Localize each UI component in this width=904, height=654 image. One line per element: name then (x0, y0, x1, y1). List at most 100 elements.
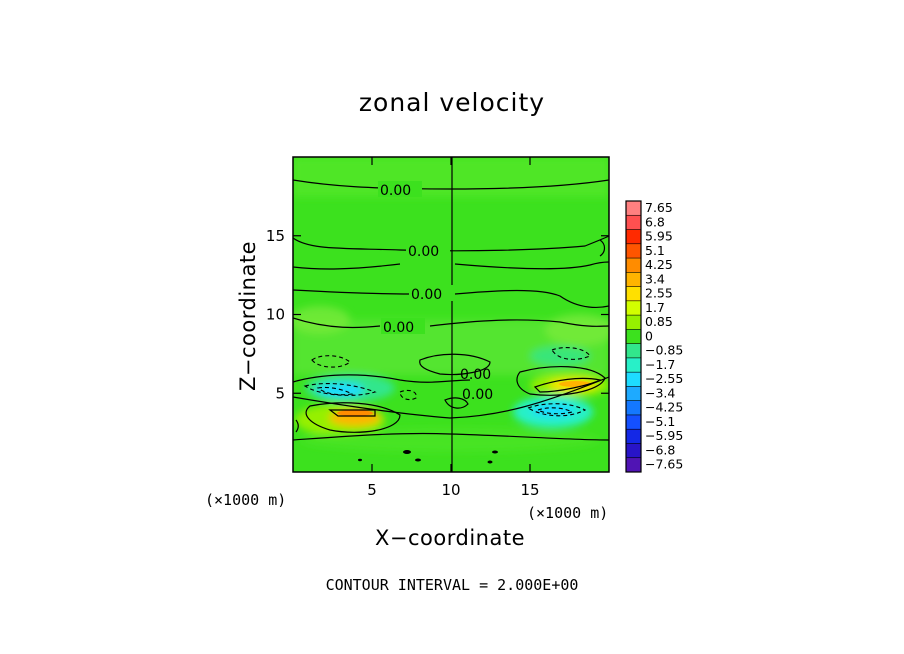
contour-dot (415, 458, 421, 462)
colorbar-swatch (626, 400, 641, 416)
contour-dot (492, 450, 498, 454)
colorbar-swatch (626, 343, 641, 359)
contour-label-layer: 0.00 0.00 0.00 0.00 0.00 0.00 (378, 181, 493, 403)
neg-contour (303, 383, 377, 396)
contour-label: 0.00 (380, 183, 411, 199)
colorbar-swatch (626, 357, 641, 373)
contour-label: 0.00 (460, 367, 491, 383)
x-tick-label: 10 (441, 481, 460, 499)
pos-max-left (337, 410, 373, 416)
colorbar-swatch (626, 201, 641, 216)
colorbar-swatch (626, 414, 641, 430)
colorbar-swatch (626, 372, 641, 387)
colorbar-swatch (626, 258, 641, 273)
colorbar-swatch (626, 215, 641, 230)
colorbar-label: 0 (645, 328, 653, 343)
contour-label-bg (406, 242, 450, 258)
colorbar-label: 5.95 (645, 229, 673, 244)
colorbar-frame (625, 200, 642, 473)
contour-layer (293, 157, 609, 472)
y-tick-label: 10 (266, 306, 285, 324)
colorbar-swatch (626, 229, 641, 245)
neg-contour (399, 389, 417, 401)
negative-contours (303, 347, 591, 417)
contour-dot (487, 460, 493, 464)
neg-contour (526, 403, 587, 417)
contour-line (533, 377, 602, 393)
colorbar-swatch (626, 243, 641, 259)
contour-line (293, 317, 381, 329)
contour-line (328, 409, 376, 417)
contour-line (444, 397, 469, 409)
neg-patch-upper (530, 346, 590, 366)
contour-line (293, 235, 609, 252)
contour-dots (358, 450, 498, 464)
colorbar-swatch (626, 272, 641, 287)
field-patch-2 (545, 314, 609, 346)
colorbar-label: 3.4 (645, 271, 665, 286)
colorbar-label: −2.55 (645, 371, 683, 386)
colorbar-swatch (626, 329, 641, 344)
contour-label-bg (409, 285, 453, 301)
colorbar-swatch (626, 457, 641, 473)
colorbar-label: 6.8 (645, 214, 665, 229)
field-layer (293, 157, 609, 472)
colorbar-label: −4.25 (645, 400, 683, 415)
contour-line (454, 261, 609, 270)
colorbar-label: 0.85 (645, 314, 673, 329)
colorbar-swatch (626, 300, 641, 316)
colorbar-label: 5.1 (645, 243, 665, 258)
contour-label: 0.00 (383, 320, 414, 336)
y-ticks: 5 10 15 (266, 227, 609, 402)
colorbar-swatch (626, 429, 641, 444)
colorbar-label: −7.65 (645, 457, 683, 472)
contour-label-bg (381, 318, 425, 334)
contour-line (429, 319, 609, 327)
contour-label-bg (378, 181, 422, 197)
contour-line (293, 289, 411, 295)
colorbar-label: −5.1 (645, 414, 675, 429)
contour-interval-note: CONTOUR INTERVAL = 2.000E+00 (325, 576, 579, 594)
y-tick-label: 5 (275, 384, 285, 402)
colorbar: 7.656.85.955.14.253.42.551.70.850−0.85−1… (625, 200, 683, 473)
colorbar-label: 4.25 (645, 257, 673, 272)
colorbar-swatch (626, 286, 641, 302)
colorbar-label: 7.65 (645, 200, 673, 215)
colorbar-label: −0.85 (645, 343, 683, 358)
contour-label: 0.00 (411, 287, 442, 303)
contour-line (293, 179, 609, 190)
contour-label: 0.00 (462, 387, 493, 403)
contour-line (293, 263, 401, 270)
neg-contour (311, 355, 351, 368)
colorbar-swatch (626, 386, 641, 401)
x-axis-label: X−coordinate (375, 526, 525, 550)
neg-contour (551, 347, 591, 360)
colorbar-label: −3.4 (645, 385, 675, 400)
chart-title: zonal velocity (358, 88, 546, 117)
contour-line (599, 239, 606, 257)
contour-dot (403, 450, 411, 454)
contour-line (293, 374, 471, 383)
contour-line (293, 376, 609, 419)
x-tick-label: 5 (367, 481, 377, 499)
x-unit-label-left: (×1000 m) (205, 491, 287, 509)
colorbar-swatch (626, 315, 641, 330)
contour-dot (358, 458, 362, 462)
contour-line (454, 289, 609, 309)
colorbar-swatch (626, 443, 641, 459)
colorbar-label: −5.95 (645, 428, 683, 443)
x-ticks: 5 10 15 (367, 157, 540, 499)
x-tick-label: 15 (520, 481, 539, 499)
y-tick-label: 15 (266, 227, 285, 245)
colorbar-label: 2.55 (645, 286, 673, 301)
contour-line (305, 402, 401, 433)
contour-line (295, 419, 299, 433)
neg-contour (316, 386, 354, 396)
field-band-low (300, 428, 600, 452)
contour-line (516, 366, 606, 396)
colorbar-label: −1.7 (645, 357, 675, 372)
colorbar-label: 1.7 (645, 300, 665, 315)
x-unit-label-right: (×1000 m) (527, 504, 609, 522)
contour-label: 0.00 (408, 244, 439, 260)
